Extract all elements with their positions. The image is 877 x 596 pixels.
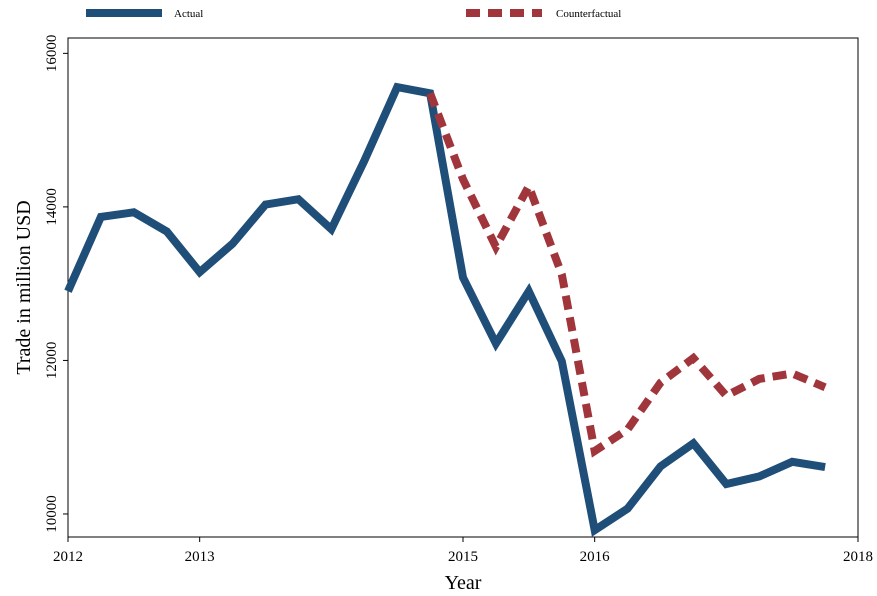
y-axis: 10000 12000 14000 16000 bbox=[44, 35, 68, 533]
y-axis-label: Trade in million USD bbox=[13, 200, 35, 374]
x-tick-label: 2018 bbox=[843, 549, 873, 565]
y-tick-label: 12000 bbox=[44, 342, 60, 380]
x-tick-label: 2012 bbox=[53, 549, 83, 565]
x-tick-label: 2013 bbox=[185, 549, 215, 565]
series-line-actual bbox=[64, 82, 826, 537]
x-axis: 2012 2013 2015 2016 2018 bbox=[53, 537, 873, 565]
series-line-counterfactual bbox=[426, 91, 827, 458]
legend: Actual Counterfactual bbox=[86, 8, 621, 20]
series-layer bbox=[64, 82, 827, 537]
y-tick-label: 10000 bbox=[44, 495, 60, 533]
y-tick-label: 16000 bbox=[44, 35, 60, 73]
x-tick-label: 2016 bbox=[580, 549, 611, 565]
y-tick-label: 14000 bbox=[44, 188, 60, 226]
x-axis-label: Year bbox=[445, 572, 482, 594]
legend-label-actual: Actual bbox=[174, 8, 203, 20]
legend-label-counterfactual: Counterfactual bbox=[556, 8, 621, 20]
plot-area-frame bbox=[67, 37, 859, 538]
x-tick-label: 2015 bbox=[448, 549, 478, 565]
